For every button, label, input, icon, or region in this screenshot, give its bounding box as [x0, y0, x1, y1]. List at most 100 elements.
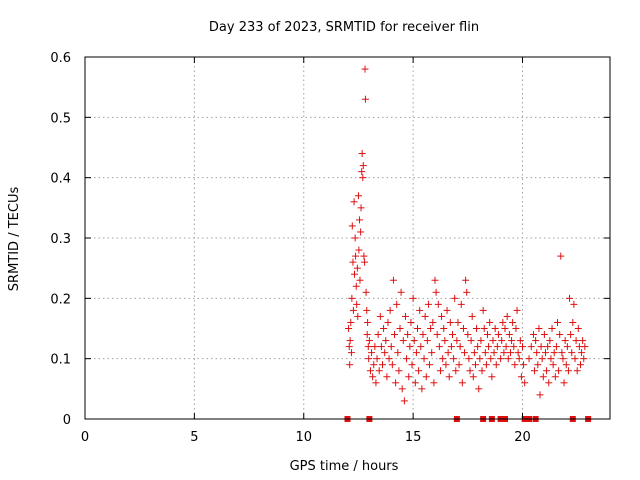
data-point [517, 373, 525, 381]
data-point [365, 355, 373, 363]
data-point [499, 318, 507, 326]
data-point [535, 325, 543, 332]
data-point [377, 343, 385, 351]
data-point [431, 276, 439, 284]
data-point [399, 337, 407, 345]
x-tick-label: 15 [405, 430, 422, 445]
data-point [450, 355, 458, 363]
data-point [519, 343, 526, 351]
data-point [433, 331, 441, 339]
y-tick-label: 0.3 [50, 232, 71, 247]
data-point [559, 355, 567, 363]
data-point [361, 258, 369, 266]
data-point [357, 228, 365, 236]
data-point [430, 379, 438, 387]
data-point [539, 373, 547, 381]
data-point [406, 343, 414, 351]
data-point [396, 325, 404, 332]
data-point [527, 343, 535, 351]
data-point [529, 331, 537, 339]
data-point [463, 288, 471, 296]
data-point [347, 318, 355, 326]
data-point [358, 150, 366, 158]
data-point [510, 343, 518, 351]
data-point [562, 361, 570, 369]
data-point [466, 367, 474, 375]
data-point [520, 361, 528, 369]
data-point [408, 361, 416, 369]
y-tick-label: 0.5 [50, 111, 71, 126]
data-point [563, 343, 571, 351]
data-point [525, 355, 533, 363]
data-point [579, 337, 587, 345]
data-point [543, 367, 551, 375]
data-point [389, 276, 397, 284]
data-point [573, 367, 581, 375]
data-point [556, 331, 564, 339]
y-tick-label: 0 [63, 413, 71, 428]
data-point [395, 367, 403, 375]
y-tick-label: 0.2 [50, 292, 71, 307]
data-points [345, 65, 589, 405]
data-point [533, 349, 541, 357]
data-point [384, 318, 392, 326]
data-point [365, 337, 373, 345]
data-point [576, 361, 584, 369]
data-point [456, 343, 464, 351]
data-point [359, 162, 367, 170]
data-point [354, 312, 362, 320]
data-point [453, 337, 461, 345]
data-point [511, 361, 519, 369]
data-point [404, 331, 412, 339]
data-point [581, 343, 589, 351]
data-point [548, 325, 556, 332]
data-point [355, 246, 363, 254]
data-point [459, 325, 467, 332]
data-point [376, 312, 384, 320]
data-point [449, 331, 456, 339]
data-point [363, 306, 371, 314]
data-point [468, 312, 476, 320]
y-tick-label: 0.4 [50, 172, 71, 187]
data-point [506, 349, 514, 357]
data-point [554, 318, 561, 326]
y-axis-label: SRMTID / TECUs [7, 187, 22, 292]
data-point [380, 325, 388, 332]
data-point [439, 355, 447, 363]
data-point [356, 276, 364, 284]
data-point [353, 300, 361, 308]
data-point [470, 349, 478, 357]
data-point [370, 361, 378, 369]
data-point [407, 318, 415, 326]
data-point [364, 343, 372, 351]
data-point [458, 379, 466, 387]
data-point [422, 373, 430, 381]
data-point [346, 361, 354, 369]
data-point [352, 252, 360, 260]
data-point [442, 361, 450, 369]
data-point [429, 318, 437, 326]
data-point [487, 355, 495, 363]
data-point [358, 168, 366, 176]
data-point [569, 318, 577, 326]
data-point [455, 361, 463, 369]
data-point [401, 312, 409, 320]
data-point [351, 270, 358, 278]
data-point [558, 349, 566, 357]
data-point [349, 258, 357, 266]
data-point [461, 349, 469, 357]
data-point [414, 325, 421, 332]
data-point [419, 331, 427, 339]
data-point [481, 349, 489, 357]
data-point [410, 337, 418, 345]
data-point [457, 300, 465, 308]
data-point [545, 379, 553, 387]
data-point [434, 300, 442, 308]
x-tick-label: 0 [81, 430, 89, 445]
data-point [464, 331, 472, 339]
data-point [546, 337, 554, 345]
data-point [356, 216, 364, 224]
data-point [479, 306, 487, 314]
data-point [454, 318, 462, 326]
data-point [485, 343, 493, 351]
